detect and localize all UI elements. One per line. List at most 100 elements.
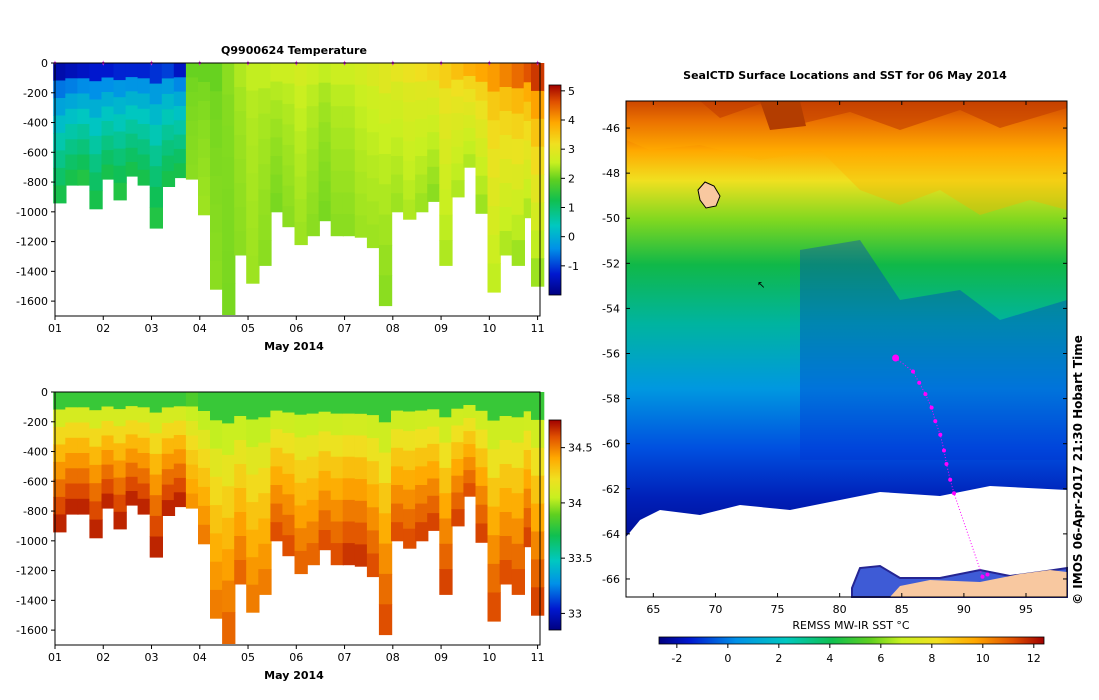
y-tick-label: -800 (23, 176, 48, 189)
profile-cell (499, 536, 513, 561)
profile-cell (403, 160, 417, 181)
profile-cell (475, 63, 489, 83)
profile-cell (511, 113, 525, 140)
profile-cell (137, 468, 151, 485)
profile-cell (342, 127, 356, 150)
profile-cell (77, 437, 91, 454)
profile-cell (222, 63, 236, 95)
profile-cell (342, 499, 356, 522)
profile-cell (354, 522, 369, 545)
profile-cell (149, 83, 163, 105)
profile-cell (210, 392, 224, 421)
map-title: SealCTD Surface Locations and SST for 06… (683, 69, 1007, 82)
profile-cell (463, 141, 477, 155)
profile-cell (511, 240, 525, 266)
profile-cell (77, 468, 91, 485)
profile-cell (270, 174, 284, 194)
profile-cell (531, 63, 545, 92)
profile-cell (403, 489, 417, 510)
profile-cell (282, 63, 296, 84)
profile-cell (185, 464, 200, 480)
profile-cell (415, 174, 429, 194)
profile-cell (475, 485, 489, 506)
profile-cell (270, 429, 284, 449)
profile-cell (499, 63, 513, 88)
profile-cell (366, 201, 381, 225)
map-y-tick-label: -48 (602, 167, 620, 180)
profile-cell (101, 63, 115, 78)
profile-cell (403, 199, 417, 220)
profile-cell (306, 127, 320, 150)
profile-cell (378, 63, 393, 94)
profile-cell (77, 154, 91, 171)
profile-cell (415, 156, 429, 176)
seal-location-point (929, 405, 934, 410)
profile-cell (451, 408, 465, 426)
profile-cell (330, 106, 344, 129)
profile-cell (101, 421, 115, 436)
profile-cell (366, 507, 381, 531)
profile-cell (65, 63, 79, 79)
profile-cell (318, 431, 332, 452)
profile-cell (415, 485, 429, 505)
profile-cell (330, 435, 344, 458)
profile-cell (258, 240, 272, 266)
profile-cell (342, 63, 356, 86)
profile-cell (366, 461, 381, 485)
profile-cell (318, 141, 332, 163)
colorbar-tick-label: 2 (568, 172, 575, 185)
profile-cell (531, 258, 545, 287)
profile-cell (318, 451, 332, 472)
profile-cell (354, 150, 369, 173)
kerguelen-island (697, 181, 721, 209)
profile-cell (161, 469, 176, 486)
profile-cell (185, 406, 200, 422)
profile-cell (318, 392, 332, 413)
profile-cell (306, 413, 320, 436)
profile-cell (439, 442, 453, 469)
profile-cell (378, 244, 393, 276)
profile-cell (403, 102, 417, 123)
profile-cell (113, 494, 127, 513)
seal-location-point (933, 419, 938, 424)
profile-cell (77, 453, 91, 469)
profile-cell (246, 474, 260, 503)
map-y-tick-label: -58 (602, 393, 620, 406)
profile-cell (137, 63, 151, 79)
profile-cell (403, 528, 417, 549)
profile-cell (161, 109, 176, 126)
profile-cell (173, 91, 188, 107)
profile-cell (65, 124, 79, 140)
profile-cell (330, 521, 344, 544)
profile-cell (282, 514, 296, 536)
profile-cell (185, 479, 200, 495)
profile-cell (451, 79, 465, 97)
profile-cell (185, 164, 200, 180)
profile-cell (125, 448, 139, 464)
profile-cell (531, 503, 545, 532)
profile-cell (451, 475, 465, 493)
profile-cell (125, 420, 139, 435)
profile-cell (185, 493, 200, 509)
profile-cell (427, 166, 441, 185)
profile-cell (342, 170, 356, 193)
profile-cell (234, 464, 248, 489)
profile-cell (330, 543, 344, 566)
profile-cell (113, 477, 127, 496)
salinity-axes: 0 -200 -400 -600 -800 -1000 -1200 -1400 -1600 01 0… (16, 386, 545, 664)
profile-cell (463, 392, 477, 406)
profile-cell (451, 113, 465, 131)
profile-cell (137, 93, 151, 110)
profile-cell (487, 592, 501, 622)
profile-cell (391, 522, 405, 542)
seal-location-point (911, 369, 915, 374)
sst-colorbar-tick-label: 8 (928, 652, 935, 665)
profile-cell (378, 543, 393, 575)
temperature-chart-title: Q9900624 Temperature (221, 44, 367, 57)
profile-cell (475, 119, 489, 139)
profile-cell (330, 127, 344, 150)
profile-cell (222, 549, 236, 582)
profile-cell (475, 138, 489, 158)
map-x-tick-label: 90 (957, 603, 971, 616)
profile-cell (77, 108, 91, 125)
